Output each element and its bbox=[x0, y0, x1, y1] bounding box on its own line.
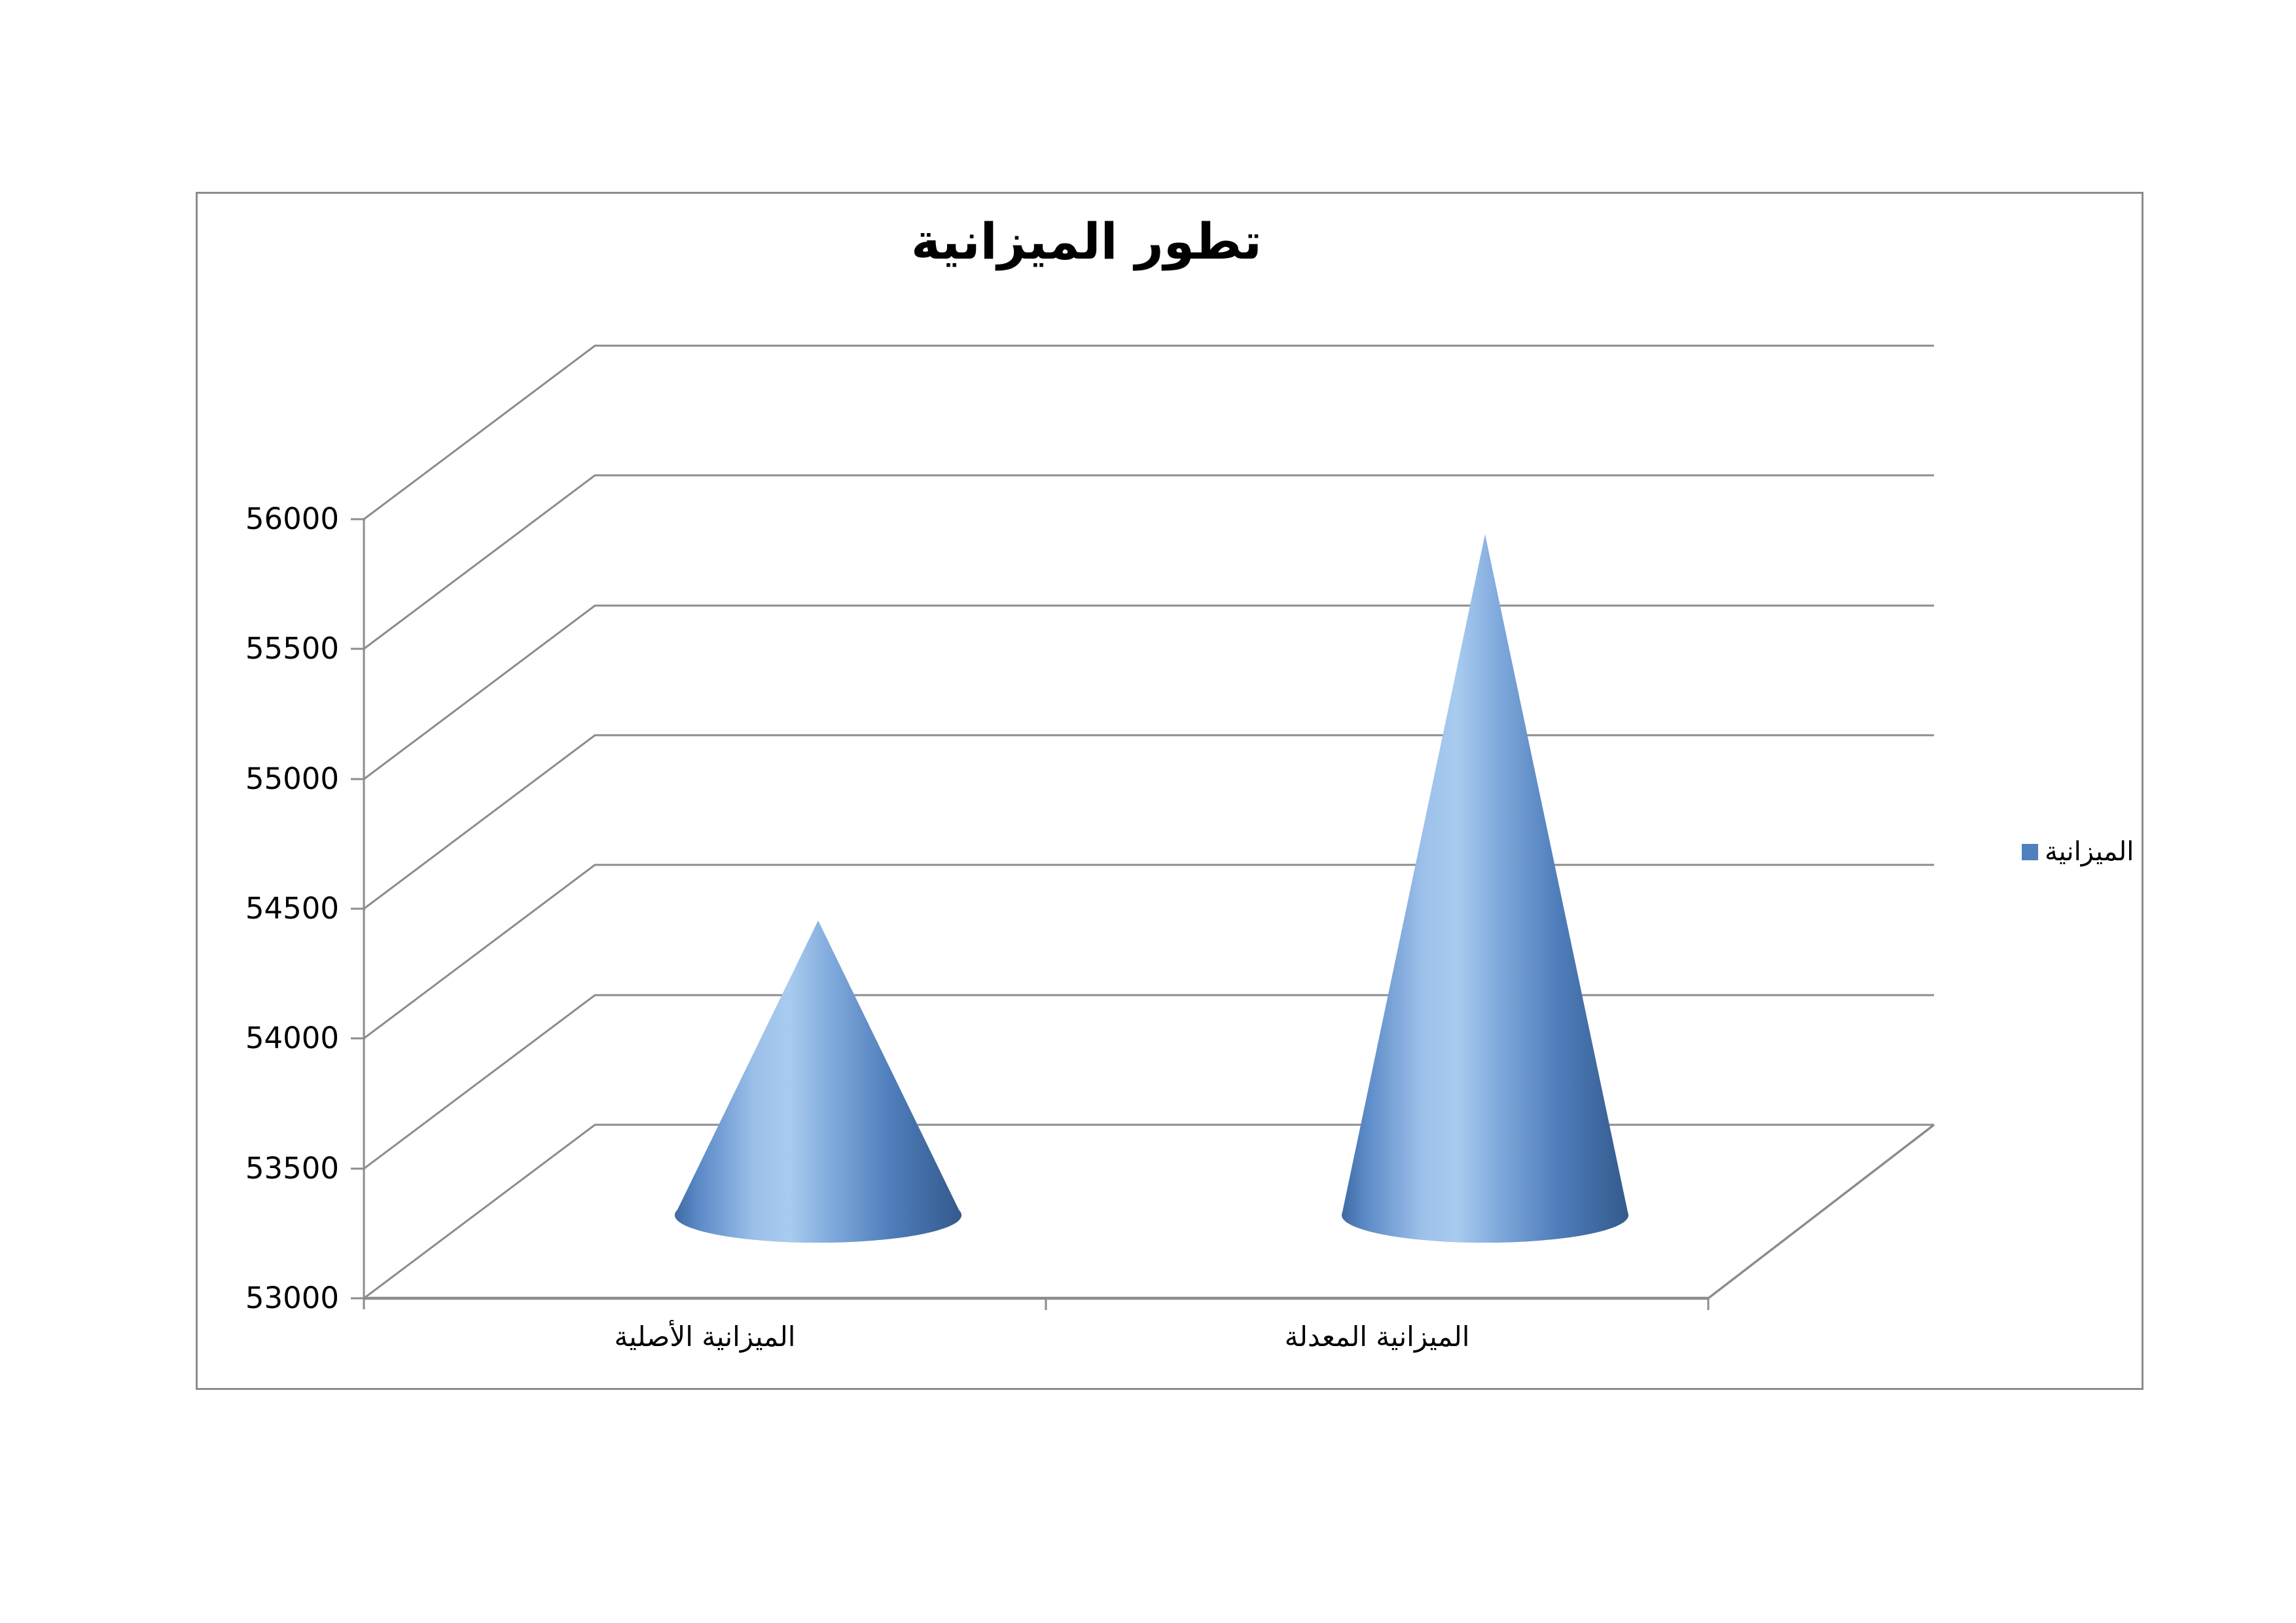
y-axis-label-56000: 56000 bbox=[245, 501, 339, 536]
y-axis-label-55500: 55500 bbox=[245, 631, 339, 666]
legend-color-swatch bbox=[2022, 843, 2038, 860]
chart-title: تطور الميزانية bbox=[911, 212, 1262, 270]
gridlines bbox=[363, 344, 1934, 1300]
cone-original-budget bbox=[675, 921, 961, 1243]
category-label-modified: الميزانية المعدلة bbox=[1284, 1321, 1470, 1353]
y-axis-label-53500: 53500 bbox=[245, 1151, 339, 1186]
legend-series-label: الميزانية bbox=[2045, 837, 2134, 867]
y-axis-label-55000: 55000 bbox=[245, 761, 339, 796]
legend: الميزانية bbox=[2022, 837, 2134, 867]
category-label-original: الميزانية الأصلية bbox=[614, 1321, 796, 1353]
chart-area: تطور الميزانية 56000 55500 55000 54500 5… bbox=[196, 192, 2144, 1390]
axes bbox=[351, 518, 1935, 1310]
y-axis-label-54000: 54000 bbox=[245, 1021, 339, 1055]
cone-modified-budget bbox=[1342, 534, 1628, 1243]
y-axis-label-54500: 54500 bbox=[245, 891, 339, 926]
y-axis-label-53000: 53000 bbox=[245, 1281, 339, 1315]
plot-3d-canvas bbox=[351, 344, 1935, 1310]
